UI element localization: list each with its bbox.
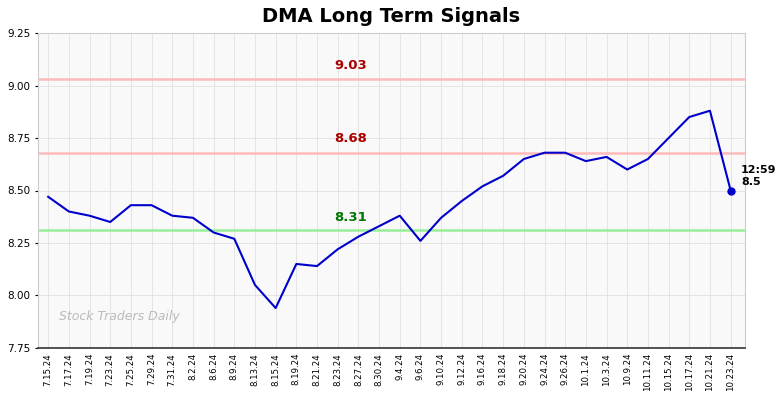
Title: DMA Long Term Signals: DMA Long Term Signals <box>263 7 521 26</box>
Text: Stock Traders Daily: Stock Traders Daily <box>59 310 180 323</box>
Text: 8.68: 8.68 <box>334 133 367 145</box>
Text: 9.03: 9.03 <box>334 59 367 72</box>
Text: 12:59
8.5: 12:59 8.5 <box>741 165 776 187</box>
Text: 8.31: 8.31 <box>334 211 367 224</box>
